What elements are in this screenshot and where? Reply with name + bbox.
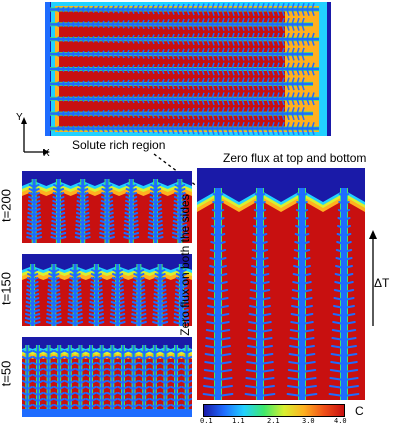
- zero-flux-sides-label: Zero flux on both the sides: [178, 194, 192, 336]
- time-label-t50: t=50: [0, 360, 14, 387]
- coordinate-axes: [14, 112, 54, 160]
- y-axis-label: Y: [16, 112, 23, 123]
- simulation-panel-t200: [22, 171, 192, 243]
- time-label-t150: t=150: [0, 272, 14, 305]
- colorbar: [203, 404, 345, 417]
- colorbar-tick-1: 1.1: [232, 417, 245, 425]
- time-label-t200: t=200: [0, 189, 14, 222]
- delta-t-label: ΔT: [374, 276, 390, 290]
- colorbar-tick-0: 0.1: [200, 417, 213, 425]
- zero-flux-top-bottom-label: Zero flux at top and bottom: [223, 151, 367, 165]
- colorbar-tick-3: 3.0: [302, 417, 315, 425]
- x-axis-label: X: [43, 148, 50, 159]
- colorbar-gradient: [204, 405, 344, 416]
- temperature-gradient-arrow: [366, 228, 386, 328]
- simulation-panel-t50: [22, 337, 192, 417]
- colorbar-label: C: [355, 404, 364, 418]
- large-simulation-panel: [197, 168, 365, 400]
- solute-rich-region-label: Solute rich region: [72, 138, 166, 152]
- colorbar-tick-4: 4.0: [334, 417, 347, 425]
- simulation-panel-t150: [22, 254, 192, 326]
- top-horizontal-simulation-panel: [45, 2, 331, 136]
- colorbar-tick-2: 2.1: [267, 417, 280, 425]
